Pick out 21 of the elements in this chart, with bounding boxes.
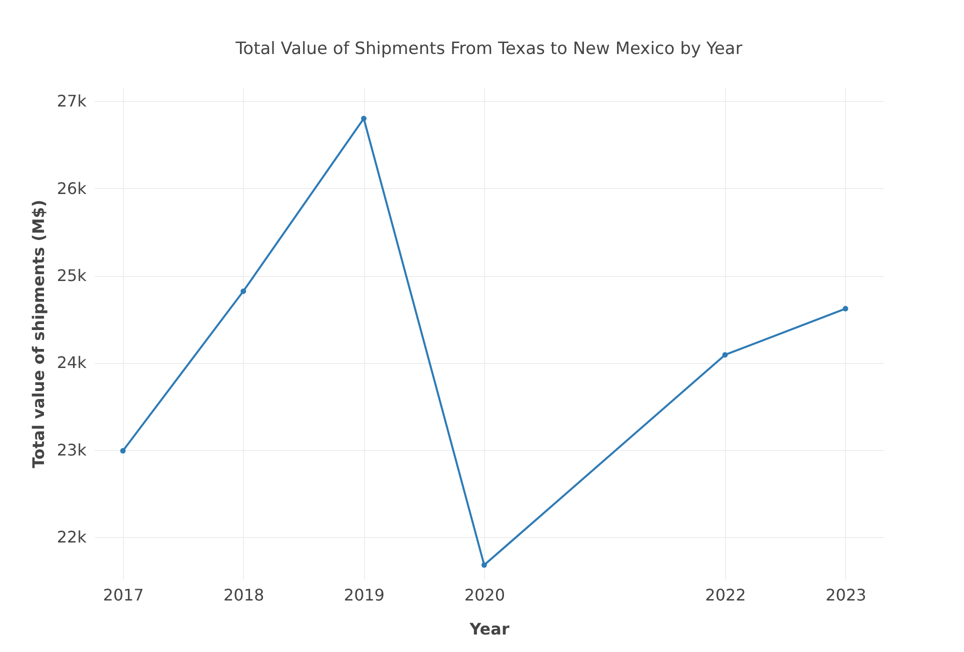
x-tick-label: 2022: [705, 586, 746, 604]
x-tick-label: 2018: [223, 586, 264, 604]
x-tick-label: 2019: [344, 586, 385, 604]
y-tick-label: 23k: [56, 440, 88, 460]
x-axis-title: Year: [468, 620, 510, 638]
y-tick-label: 27k: [56, 92, 88, 111]
point: [842, 306, 848, 312]
point: [120, 448, 126, 454]
chart-title: Total Value of Shipments From Texas to New Mexico by Year: [234, 39, 742, 59]
x-tick-label: 2023: [826, 586, 866, 604]
y-tick-label: 26k: [56, 178, 88, 198]
y-tick-label: 22k: [56, 528, 88, 547]
point: [240, 288, 246, 294]
y-axis-title: Total value of shipments (M$): [28, 200, 48, 468]
x-tick-label: 2020: [464, 586, 506, 604]
point: [361, 116, 366, 122]
y-tick-label: 24k: [56, 353, 88, 372]
point: [722, 352, 728, 358]
y-tick-label: 25k: [56, 266, 88, 286]
point: [481, 562, 487, 568]
x-tick-label: 2017: [103, 586, 144, 604]
